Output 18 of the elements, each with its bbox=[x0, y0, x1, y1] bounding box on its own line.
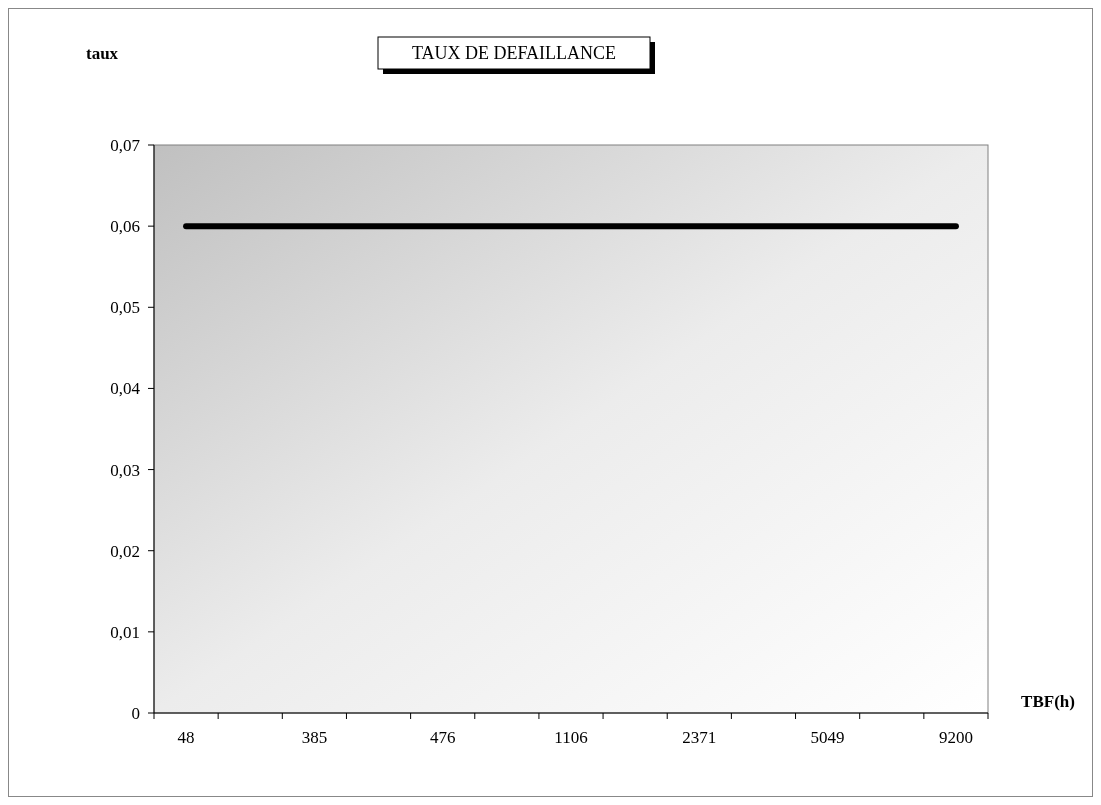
y-tick-label: 0,05 bbox=[110, 298, 140, 318]
x-tick-label: 9200 bbox=[938, 728, 973, 747]
y-tick-label: 0,01 bbox=[110, 622, 140, 642]
x-tick-label: 476 bbox=[429, 728, 456, 747]
y-tick-label: 0,07 bbox=[110, 135, 141, 155]
x-tick-label: 385 bbox=[301, 728, 328, 747]
y-tick-label: 0,04 bbox=[110, 379, 141, 399]
x-tick-label: 1106 bbox=[554, 728, 588, 747]
x-tick-label: 2371 bbox=[682, 728, 717, 747]
y-axis-title: taux bbox=[86, 43, 119, 63]
y-tick-label: 0,03 bbox=[110, 460, 140, 480]
x-axis-title: TBF(h) bbox=[1021, 691, 1075, 711]
x-tick-label: 5049 bbox=[810, 728, 845, 747]
chart-title: TAUX DE DEFAILLANCE bbox=[411, 43, 617, 64]
y-tick-label: 0,06 bbox=[110, 217, 140, 237]
y-tick-label: 0,02 bbox=[110, 541, 140, 561]
y-tick-label: 0 bbox=[131, 703, 140, 723]
x-tick-label: 48 bbox=[177, 728, 195, 747]
